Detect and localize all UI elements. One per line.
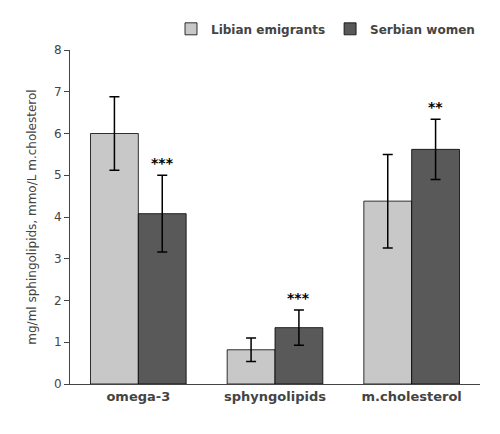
- svg-text:7: 7: [54, 85, 62, 99]
- svg-text:***: ***: [151, 155, 174, 171]
- svg-text:5: 5: [54, 168, 62, 182]
- svg-text:Serbian women: Serbian women: [370, 23, 475, 37]
- svg-text:mg/ml sphingolipids, mmo/L m.c: mg/ml sphingolipids, mmo/L m.cholesterol: [25, 89, 39, 344]
- svg-text:3: 3: [54, 252, 62, 266]
- svg-text:**: **: [428, 99, 443, 115]
- svg-text:8: 8: [54, 43, 62, 57]
- svg-text:2: 2: [54, 294, 62, 308]
- svg-text:4: 4: [54, 210, 62, 224]
- svg-text:0: 0: [54, 377, 62, 391]
- svg-text:sphyngolipids: sphyngolipids: [224, 389, 326, 404]
- svg-text:6: 6: [54, 127, 62, 141]
- svg-text:1: 1: [54, 335, 62, 349]
- svg-text:m.cholesterol: m.cholesterol: [362, 389, 462, 404]
- svg-text:***: ***: [287, 290, 310, 306]
- svg-text:omega-3: omega-3: [106, 389, 170, 404]
- svg-text:Libian emigrants: Libian emigrants: [211, 23, 325, 37]
